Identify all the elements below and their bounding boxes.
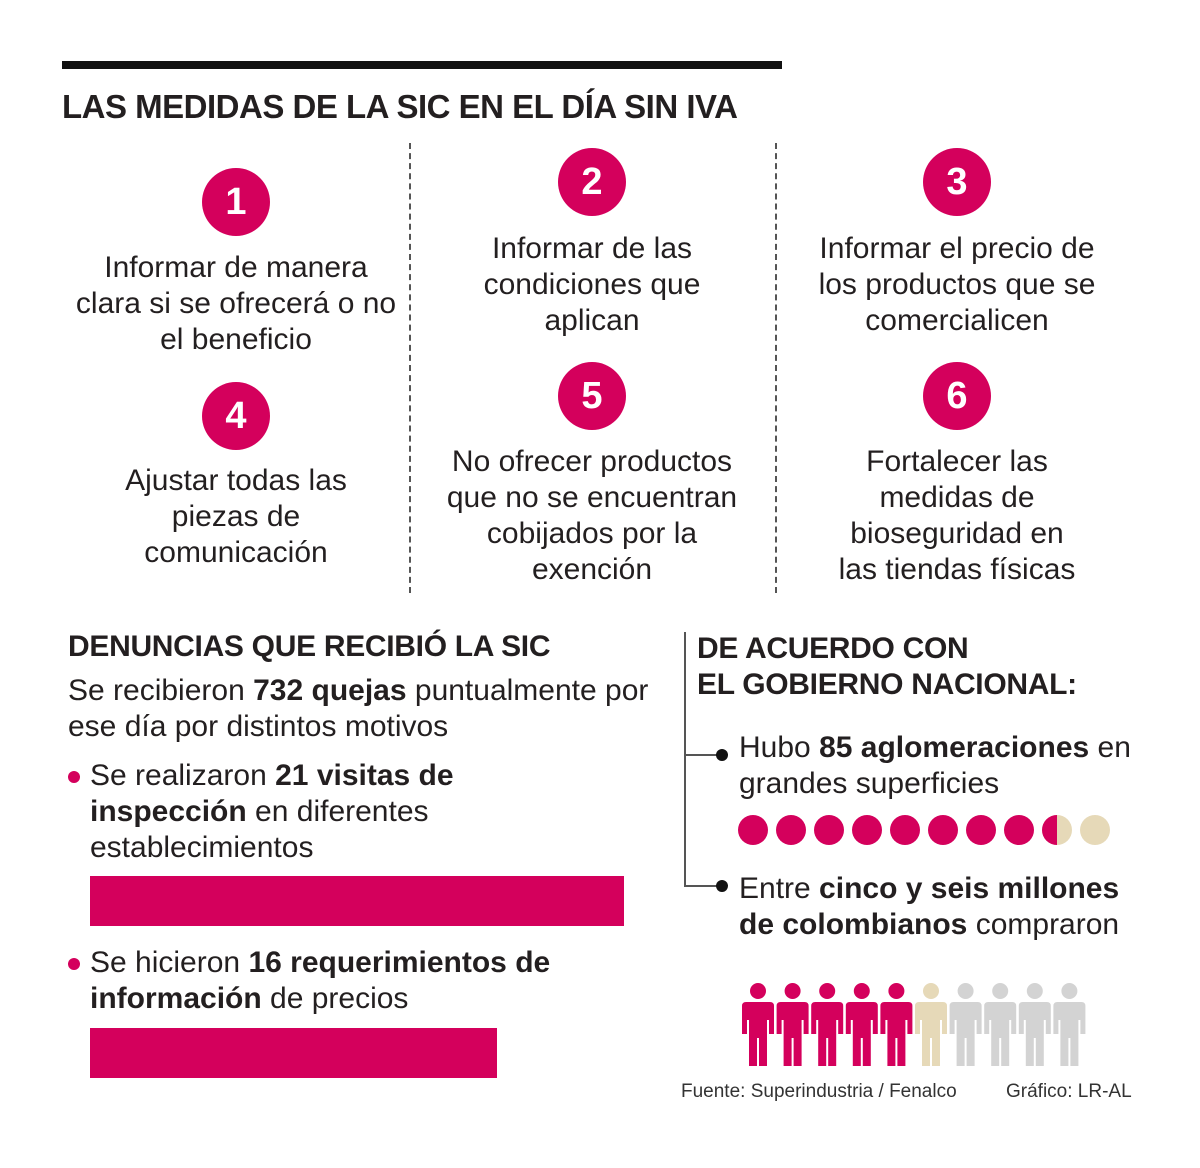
measure-2-number: 2 [558, 148, 626, 216]
column-divider-2 [775, 143, 777, 593]
crowds-pre: Hubo [739, 731, 820, 764]
measure-1-text: Informar de manera clara si se ofrecerá … [75, 251, 397, 356]
person-icon [880, 983, 913, 1066]
crowd-dot [966, 815, 996, 845]
tree-line [684, 632, 686, 886]
bullet-dot [68, 958, 80, 970]
buyers-text: Entre cinco y seis millones de colombian… [739, 871, 1159, 943]
title-rule [62, 61, 782, 69]
requirements-post: de precios [261, 982, 409, 1015]
measure-4-text: Ajustar todas las piezas de comunicación [125, 464, 347, 569]
crowd-dot [1004, 815, 1034, 845]
measure-6-number: 6 [923, 362, 991, 430]
complaints-heading: DENUNCIAS QUE RECIBIÓ LA SIC [68, 630, 551, 663]
branch-dot-2 [716, 880, 728, 892]
person-icon [811, 983, 844, 1066]
person-icon [742, 983, 774, 1066]
person-icon [949, 983, 982, 1066]
measure-1-number: 1 [202, 168, 270, 236]
person-icon [1053, 983, 1086, 1066]
person-icon [984, 983, 1017, 1066]
crowd-dot [852, 815, 882, 845]
source-text: Fuente: Superindustria / Fenalco [681, 1081, 957, 1102]
tree-branch-2 [684, 885, 724, 887]
credit-text: Gráfico: LR-AL [1006, 1081, 1132, 1102]
person-icon [915, 983, 947, 1066]
person-icon [1018, 983, 1051, 1066]
measure-5-number: 5 [558, 362, 626, 430]
inspections-bar [90, 876, 624, 926]
inspections-pre: Se realizaron [90, 759, 276, 792]
measure-3-text: Informar el precio de los productos que … [818, 232, 1096, 337]
crowd-dot [814, 815, 844, 845]
measure-5-text: No ofrecer productos que no se encuentra… [446, 445, 738, 586]
requirements-text: Se hicieron 16 requerimientos de informa… [90, 945, 570, 1017]
complaints-intro-pre: Se recibieron [68, 674, 254, 707]
crowds-text: Hubo 85 aglomeraciones en grandes superf… [739, 730, 1159, 802]
measure-4-number: 4 [202, 382, 270, 450]
government-heading-line2: EL GOBIERNO NACIONAL: [697, 668, 1077, 701]
requirements-pre: Se hicieron [90, 946, 249, 979]
bullet-dot [68, 771, 80, 783]
crowd-dot [890, 815, 920, 845]
crowds-post: en grandes superficies [739, 731, 1131, 800]
inspections-post: en diferentes establecimientos [90, 795, 429, 864]
crowd-dot [928, 815, 958, 845]
crowd-dot [776, 815, 806, 845]
measure-3-number: 3 [923, 148, 991, 216]
tree-branch-1 [684, 754, 724, 756]
complaints-intro: Se recibieron 732 quejas puntualmente po… [68, 673, 658, 745]
crowd-dot-partial [1042, 815, 1057, 845]
buyers-people [742, 983, 1086, 1066]
crowd-dot [1080, 815, 1110, 845]
page-title: LAS MEDIDAS DE LA SIC EN EL DÍA SIN IVA [62, 88, 738, 125]
buyers-pre: Entre [739, 872, 820, 905]
complaints-intro-bold: 732 quejas [253, 674, 407, 707]
crowds-dots [738, 815, 1110, 845]
measure-2-text: Informar de las condiciones que aplican [483, 232, 701, 337]
government-heading-line1: DE ACUERDO CON [697, 632, 969, 665]
crowds-bold: 85 aglomeraciones [819, 731, 1090, 764]
complaints-intro-post: puntualmente por ese día por distintos m… [68, 674, 649, 743]
measure-6-text: Fortalecer las medidas de bioseguridad e… [838, 445, 1076, 586]
buyers-post: compraron [967, 908, 1120, 941]
column-divider-1 [409, 143, 411, 593]
inspections-bold: 21 visitas de inspección [90, 759, 454, 828]
inspections-text: Se realizaron 21 visitas de inspección e… [90, 758, 510, 866]
person-icon [845, 983, 878, 1066]
requirements-bar [90, 1028, 497, 1078]
buyers-bold: cinco y seis millones de colombianos [739, 872, 1120, 941]
person-icon [776, 983, 809, 1066]
requirements-bold: 16 requerimientos de información [90, 946, 551, 1015]
crowd-dot [738, 815, 768, 845]
branch-dot-1 [716, 749, 728, 761]
